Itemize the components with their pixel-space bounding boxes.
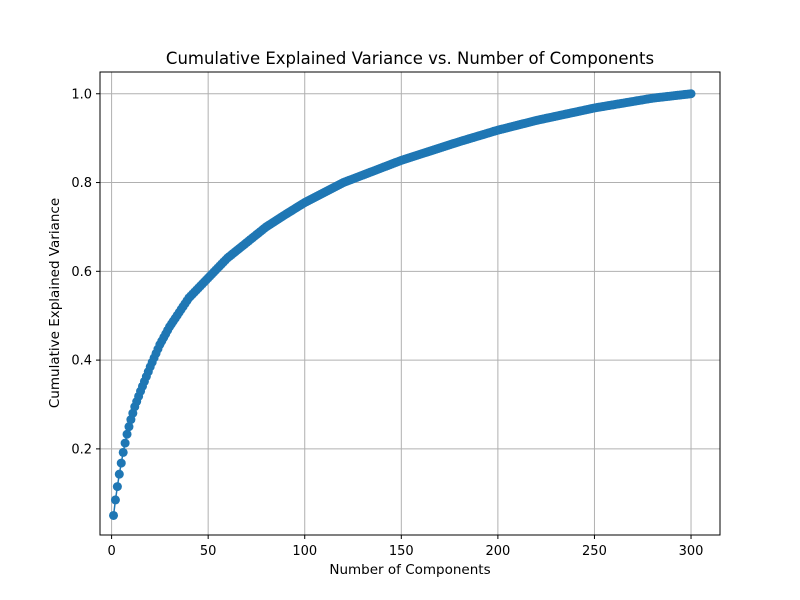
data-point [116,458,126,468]
data-point [120,438,130,448]
data-point [118,447,128,457]
x-axis: 0 50 100 150 200 250 300 [107,535,703,559]
plot-area [100,72,720,535]
x-tick-label: 250 [582,544,607,559]
data-point [686,89,696,99]
data-point [110,495,120,505]
x-tick-label: 300 [679,544,704,559]
plot-frame [99,71,721,536]
x-tick-label: 0 [107,544,115,559]
x-tick-label: 200 [485,544,510,559]
y-tick-label: 1.0 [71,87,92,102]
y-tick-label: 0.4 [71,354,92,369]
y-tick-label: 0.6 [71,265,92,280]
data-point [109,510,119,520]
data-point [114,469,124,479]
x-tick-label: 150 [389,544,414,559]
data-point [124,422,134,432]
y-tick-label: 0.8 [71,176,92,191]
y-axis: 0.2 0.4 0.6 0.8 1.0 [71,87,100,457]
grid [100,72,720,535]
x-axis-label: Number of Components [329,562,490,578]
x-tick-label: 100 [292,544,317,559]
data-point [122,429,132,439]
y-axis-label: Cumulative Explained Variance [47,198,63,408]
data-point [112,482,122,492]
chart-title: Cumulative Explained Variance vs. Number… [166,49,654,68]
x-tick-label: 50 [200,544,217,559]
y-tick-label: 0.2 [71,442,92,457]
series-layer [109,89,696,520]
